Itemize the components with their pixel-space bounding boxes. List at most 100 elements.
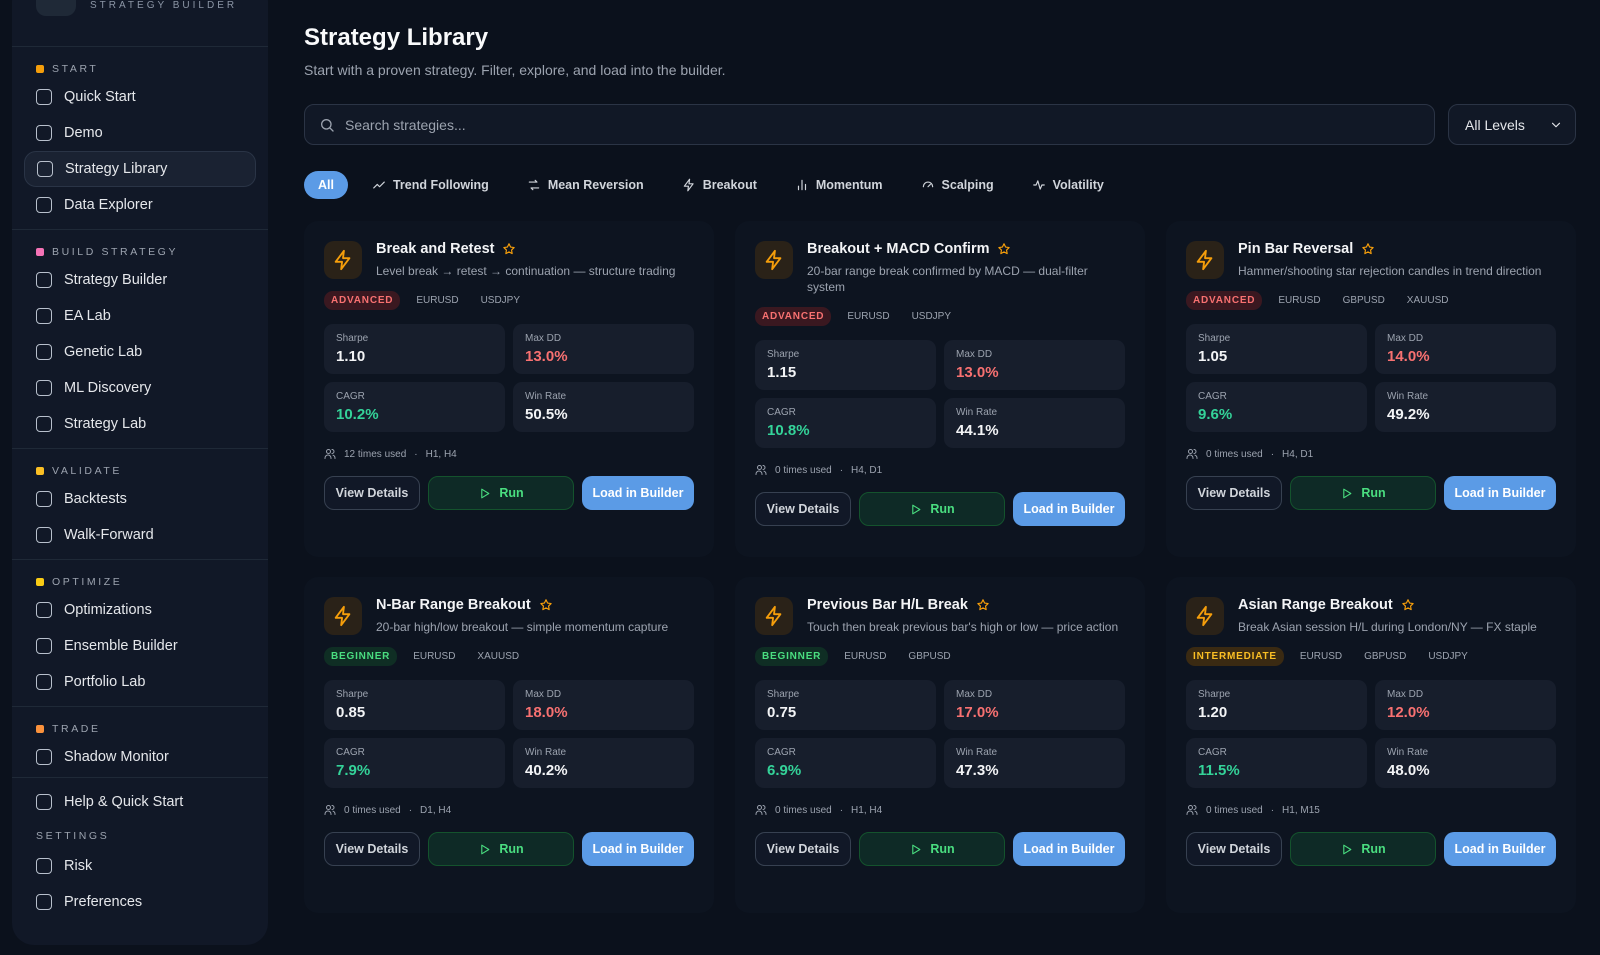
- nav-item[interactable]: Optimizations: [24, 592, 256, 628]
- nav-item[interactable]: Strategy Library: [24, 151, 256, 187]
- metric-label: Win Rate: [1387, 747, 1429, 758]
- card-name: Pin Bar Reversal: [1238, 241, 1354, 257]
- button[interactable]: View Details: [755, 832, 851, 866]
- card-icon: [755, 241, 793, 279]
- level-badge: BEGINNER: [324, 647, 398, 666]
- section-icon: [36, 248, 44, 256]
- nav-label: Quick Start: [64, 89, 136, 105]
- button[interactable]: View Details: [1186, 832, 1282, 866]
- metric: CAGR 6.9%: [755, 738, 936, 788]
- timeframes: H1, H4: [851, 804, 883, 816]
- brand-text: EV Quant LabSTRATEGY BUILDER: [90, 0, 237, 11]
- logo: [36, 0, 76, 16]
- filter-chip[interactable]: Mean Reversion: [513, 171, 658, 199]
- button[interactable]: Run: [428, 832, 574, 866]
- metric-label: Max DD: [1387, 689, 1424, 700]
- section-icon: [36, 578, 44, 586]
- button[interactable]: Load in Builder: [1444, 476, 1556, 510]
- metric-value: 40.2%: [525, 762, 568, 779]
- usage: 12 times used · H1, H4: [324, 448, 694, 460]
- pair-tag: USDJPY: [480, 295, 521, 306]
- card-title: Breakout + MACD Confirm: [807, 241, 1125, 257]
- button-label: Run: [499, 486, 524, 500]
- button[interactable]: Load in Builder: [1444, 832, 1556, 866]
- button[interactable]: View Details: [1186, 476, 1282, 510]
- search-row: Search strategies... All Levels: [304, 104, 1576, 145]
- nav-label: Shadow Monitor: [64, 749, 169, 765]
- nav-item[interactable]: Demo: [24, 115, 256, 151]
- nav-item[interactable]: ML Discovery: [24, 370, 256, 406]
- button[interactable]: Run: [1290, 476, 1436, 510]
- nav-item[interactable]: Strategy Builder: [24, 262, 256, 298]
- nav-label: Strategy Library: [65, 161, 168, 177]
- nav-item[interactable]: Strategy Lab: [24, 406, 256, 442]
- nav-item[interactable]: Ensemble Builder: [24, 628, 256, 664]
- card-text: Breakout + MACD Confirm 20-bar range brea…: [807, 241, 1125, 295]
- card-buttons: View Details Run Load in Builder: [324, 476, 694, 510]
- button[interactable]: Load in Builder: [1013, 832, 1125, 866]
- separator: ·: [839, 464, 844, 476]
- filter-chip[interactable]: Breakout: [668, 171, 771, 199]
- nav-item[interactable]: Help & Quick Start: [24, 784, 256, 820]
- nav-item[interactable]: Data Explorer: [24, 187, 256, 223]
- nav-item[interactable]: Walk-Forward: [24, 517, 256, 553]
- filter-chip[interactable]: Volatility: [1018, 171, 1118, 199]
- nav-icon: [36, 638, 52, 654]
- nav-label: Ensemble Builder: [64, 638, 178, 654]
- button[interactable]: Run: [859, 492, 1005, 526]
- nav-section: VALIDATE Backtests Walk-Forward: [12, 449, 268, 560]
- level-select[interactable]: All Levels: [1448, 104, 1576, 145]
- section-title: TRADE: [24, 717, 256, 739]
- filter-chip[interactable]: Momentum: [781, 171, 897, 199]
- metrics: Sharpe 0.85 Max DD 18.0% CAGR 7.9% Win Rate 40.…: [324, 680, 694, 788]
- button[interactable]: View Details: [324, 476, 420, 510]
- nav-item[interactable]: EA Lab: [24, 298, 256, 334]
- button[interactable]: View Details: [324, 832, 420, 866]
- nav-item[interactable]: Shadow Monitor: [24, 739, 256, 775]
- button[interactable]: Run: [428, 476, 574, 510]
- metric-value: 49.2%: [1387, 406, 1430, 423]
- button[interactable]: View Details: [755, 492, 851, 526]
- filter-label: All: [318, 178, 334, 192]
- timeframes: H1, M15: [1282, 804, 1320, 816]
- filter-label: Scalping: [941, 178, 994, 192]
- card-tags: INTERMEDIATE EURUSD GBPUSD USDJPY: [1186, 647, 1556, 666]
- button[interactable]: Run: [1290, 832, 1436, 866]
- icon: [755, 805, 767, 815]
- button[interactable]: Load in Builder: [582, 832, 694, 866]
- button-label: View Details: [766, 502, 840, 516]
- nav-item[interactable]: Genetic Lab: [24, 334, 256, 370]
- filter-chip[interactable]: Trend Following: [358, 171, 503, 199]
- nav: START Quick Start Demo Strategy Library Data…: [12, 46, 268, 778]
- nav-item[interactable]: Backtests: [24, 481, 256, 517]
- card-buttons: View Details Run Load in Builder: [755, 832, 1125, 866]
- button[interactable]: Run: [859, 832, 1005, 866]
- pair-tag: EURUSD: [844, 651, 887, 662]
- filter-chip[interactable]: All: [304, 171, 348, 199]
- button[interactable]: Load in Builder: [1013, 492, 1125, 526]
- nav-item[interactable]: Risk: [24, 848, 256, 884]
- filter-chip[interactable]: Scalping: [907, 171, 1008, 199]
- pair-tag: EURUSD: [847, 311, 890, 322]
- metric: Win Rate 49.2%: [1375, 382, 1556, 432]
- pair-tag: USDJPY: [911, 311, 952, 322]
- strategy-card: Break and Retest Level break → retest → c…: [304, 221, 714, 557]
- button[interactable]: Load in Builder: [582, 476, 694, 510]
- icon: [1402, 599, 1414, 611]
- section-label: START: [52, 63, 99, 75]
- nav-icon: [36, 491, 52, 507]
- button-label: Run: [930, 842, 955, 856]
- nav-icon: [36, 380, 52, 396]
- nav-label: Data Explorer: [64, 197, 153, 213]
- metric-label: Max DD: [956, 349, 993, 360]
- pair-tag: EURUSD: [1299, 651, 1343, 662]
- nav-item[interactable]: Portfolio Lab: [24, 664, 256, 700]
- metric: Sharpe 1.20: [1186, 680, 1367, 730]
- nav-item[interactable]: Preferences: [24, 884, 256, 920]
- nav-label: Walk-Forward: [64, 527, 154, 543]
- search-box[interactable]: Search strategies...: [304, 104, 1435, 145]
- nav-item[interactable]: Quick Start: [24, 79, 256, 115]
- button-label: Load in Builder: [592, 842, 684, 856]
- card-icon: [324, 241, 362, 279]
